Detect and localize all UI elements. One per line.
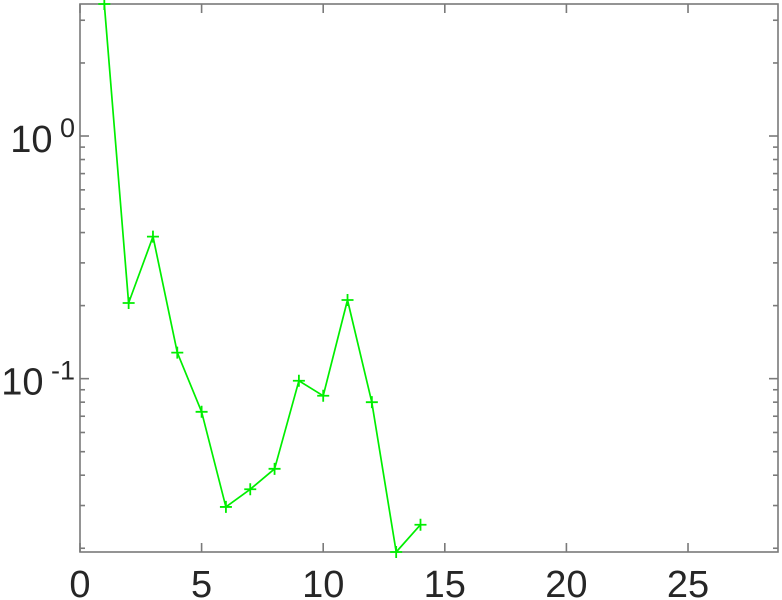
point-marker — [365, 396, 378, 409]
point-marker — [341, 293, 354, 306]
x-tick-label: 5 — [191, 564, 212, 600]
point-marker — [171, 346, 184, 359]
point-marker — [195, 405, 208, 418]
point-marker — [219, 500, 232, 513]
point-marker — [268, 462, 281, 475]
point-marker — [98, 0, 111, 10]
x-tick-label: 15 — [424, 564, 466, 600]
point-marker — [244, 483, 257, 496]
x-tick-label: 25 — [667, 564, 709, 600]
y-tick-label: 10 0 — [10, 113, 75, 161]
point-marker — [317, 389, 330, 402]
series-line — [103, 3, 422, 553]
point-marker — [292, 374, 305, 387]
y-tick-label: 10 -1 — [1, 356, 75, 404]
x-tick-label: 10 — [302, 564, 344, 600]
point-marker — [390, 546, 403, 558]
point-marker — [146, 230, 159, 243]
axes-frame — [79, 3, 779, 553]
x-tick-label: 0 — [69, 564, 90, 600]
point-marker — [414, 518, 427, 531]
x-tick-label: 20 — [545, 564, 587, 600]
point-marker — [122, 297, 135, 310]
